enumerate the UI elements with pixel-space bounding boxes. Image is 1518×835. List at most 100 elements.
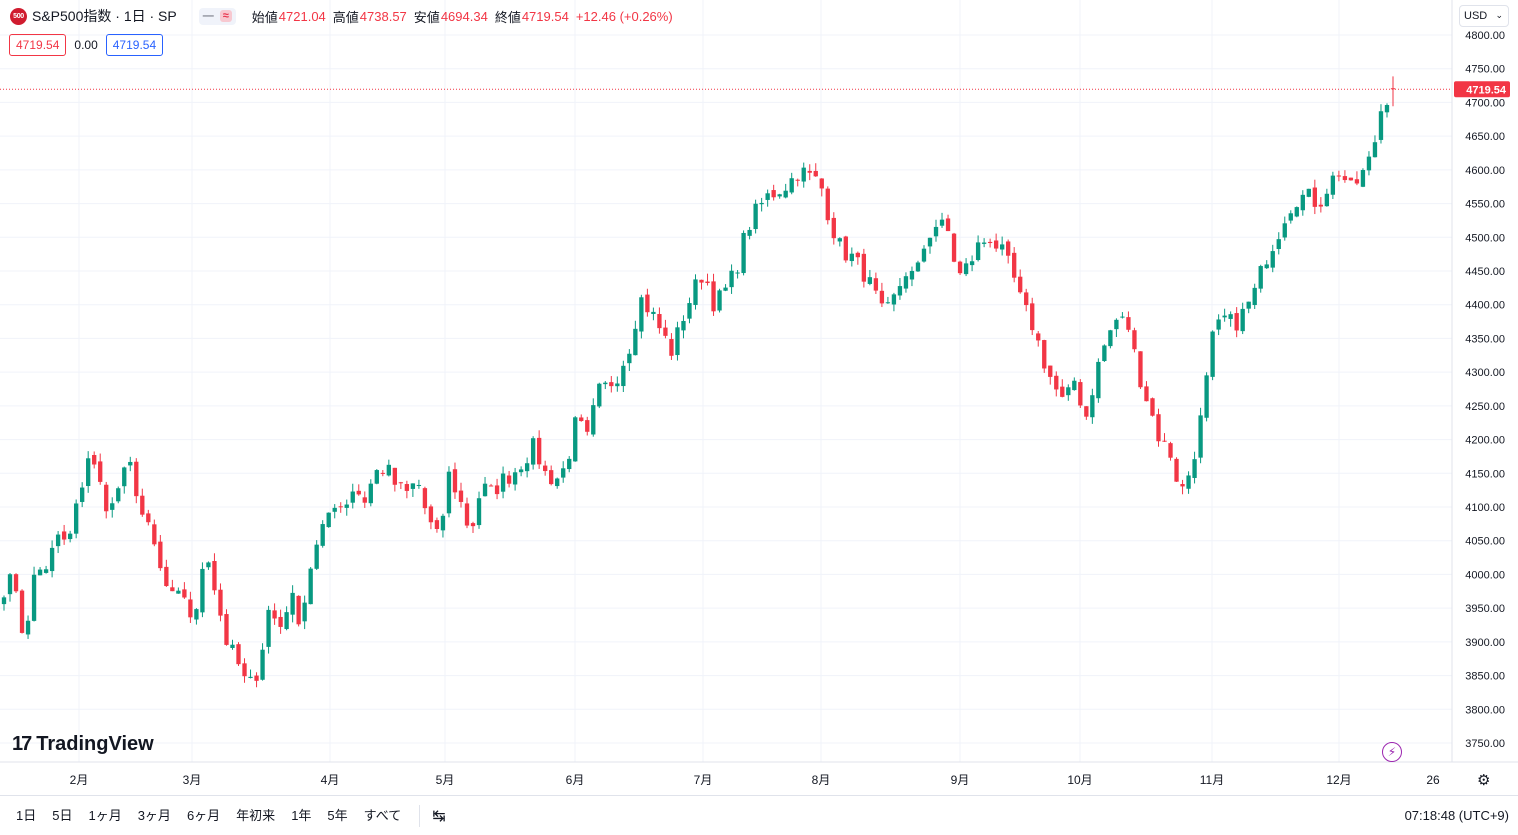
y-tick-label: 4050.00 [1465, 536, 1505, 548]
candle [1174, 457, 1179, 482]
candle [1306, 188, 1311, 198]
buy-price-box[interactable]: 4719.54 [105, 34, 164, 56]
bottom-toolbar: 1日 5日 1ヶ月 3ヶ月 6ヶ月 年初来 1年 5年 すべて ↹ 07:18:… [0, 795, 1518, 835]
quote-row: 4719.54 0.00 4719.54 [9, 34, 164, 56]
candle [897, 278, 903, 300]
candle [1384, 103, 1390, 118]
candle [1162, 433, 1167, 442]
candle-body [585, 420, 590, 432]
candle-body [128, 461, 133, 466]
candle-body [92, 455, 97, 465]
candle [1300, 190, 1305, 216]
candle-body [506, 475, 512, 484]
candle-body [621, 365, 626, 387]
candle [1360, 168, 1366, 188]
candle [543, 460, 548, 476]
candle-body [37, 569, 43, 576]
candle [314, 540, 319, 570]
candle-body [446, 471, 452, 514]
candle-body [1216, 319, 1221, 330]
candle-body [224, 614, 229, 645]
currency-select[interactable]: USD ⌄ [1459, 5, 1509, 27]
candle-body [218, 589, 223, 616]
candle [567, 456, 572, 473]
range-ytd[interactable]: 年初来 [236, 808, 276, 823]
candle [1336, 170, 1342, 182]
candle [302, 595, 307, 630]
candle [789, 172, 794, 195]
gear-icon[interactable]: ⚙ [1477, 772, 1491, 789]
minus-icon[interactable]: — [202, 10, 214, 22]
candle [1180, 479, 1185, 495]
candle [741, 230, 746, 276]
candle [392, 467, 398, 492]
candle [524, 457, 530, 478]
candle-body [1042, 340, 1047, 369]
candle-body [1330, 175, 1336, 195]
range-5y[interactable]: 5年 [327, 808, 348, 823]
candle-body [500, 473, 506, 492]
range-all[interactable]: すべて [363, 808, 402, 823]
range-6m[interactable]: 6ヶ月 [186, 808, 221, 823]
candle [1348, 177, 1354, 181]
candle-body [116, 488, 121, 502]
candle-body [31, 574, 37, 621]
candle [747, 226, 752, 240]
candle [885, 296, 891, 304]
candle-body [675, 327, 680, 356]
symbol-title[interactable]: S&P500指数 · 1日 · SP [32, 8, 177, 24]
candle [1102, 344, 1107, 362]
candle [320, 520, 325, 548]
range-3m[interactable]: 3ヶ月 [137, 808, 171, 823]
candle-body [398, 482, 404, 484]
candle [573, 416, 578, 462]
candle [386, 459, 391, 477]
high-value: 4738.57 [359, 8, 407, 24]
candle-body [759, 202, 764, 205]
candle [344, 499, 349, 516]
candle [645, 288, 650, 317]
candle [993, 233, 999, 252]
candle-body [669, 339, 674, 356]
sell-price-box[interactable]: 4719.54 [9, 34, 67, 56]
candle [1012, 247, 1017, 283]
candle-body [476, 498, 482, 526]
candle [1228, 311, 1233, 327]
range-1m[interactable]: 1ヶ月 [88, 808, 122, 823]
candle-body [236, 644, 241, 665]
timezone-clock[interactable]: 07:18:48 (UTC+9) [1404, 808, 1509, 823]
candle-body [1090, 395, 1095, 418]
range-5d[interactable]: 5日 [52, 808, 73, 823]
candle-body [1102, 345, 1107, 362]
candle-body [807, 170, 812, 173]
range-selector: 1日 5日 1ヶ月 3ヶ月 6ヶ月 年初来 1年 5年 すべて ↹ [8, 805, 446, 827]
candle-body [1030, 303, 1035, 331]
candle [512, 467, 518, 491]
candle-body [975, 242, 981, 261]
candle-body [849, 253, 854, 262]
candle [1024, 288, 1029, 312]
candle [729, 264, 734, 294]
range-1d[interactable]: 1日 [16, 808, 37, 823]
calendar-range-icon[interactable]: ↹ [419, 805, 446, 827]
candle [152, 519, 157, 547]
candle [488, 483, 494, 487]
candle [80, 482, 85, 508]
candle-body [104, 484, 109, 512]
candle-body [332, 507, 337, 512]
candle-body [518, 469, 524, 473]
candle [957, 260, 963, 275]
candle [1072, 377, 1077, 391]
candle [212, 553, 217, 595]
range-1y[interactable]: 1年 [291, 808, 312, 823]
candle-body [140, 495, 145, 515]
candle [1168, 441, 1173, 461]
lightning-icon[interactable]: ⚡ [1382, 742, 1402, 762]
price-chart[interactable]: 3750.00 3800.00 3850.00 3900.00 3950.00 4000.… [0, 0, 1518, 795]
candle-body [1144, 386, 1149, 402]
candle-body [573, 417, 578, 462]
display-toggle[interactable]: — ≈ [198, 7, 236, 25]
approx-icon[interactable]: ≈ [219, 10, 232, 22]
y-tick-label: 4550.00 [1465, 199, 1505, 211]
x-tick-label: 6月 [566, 773, 585, 787]
